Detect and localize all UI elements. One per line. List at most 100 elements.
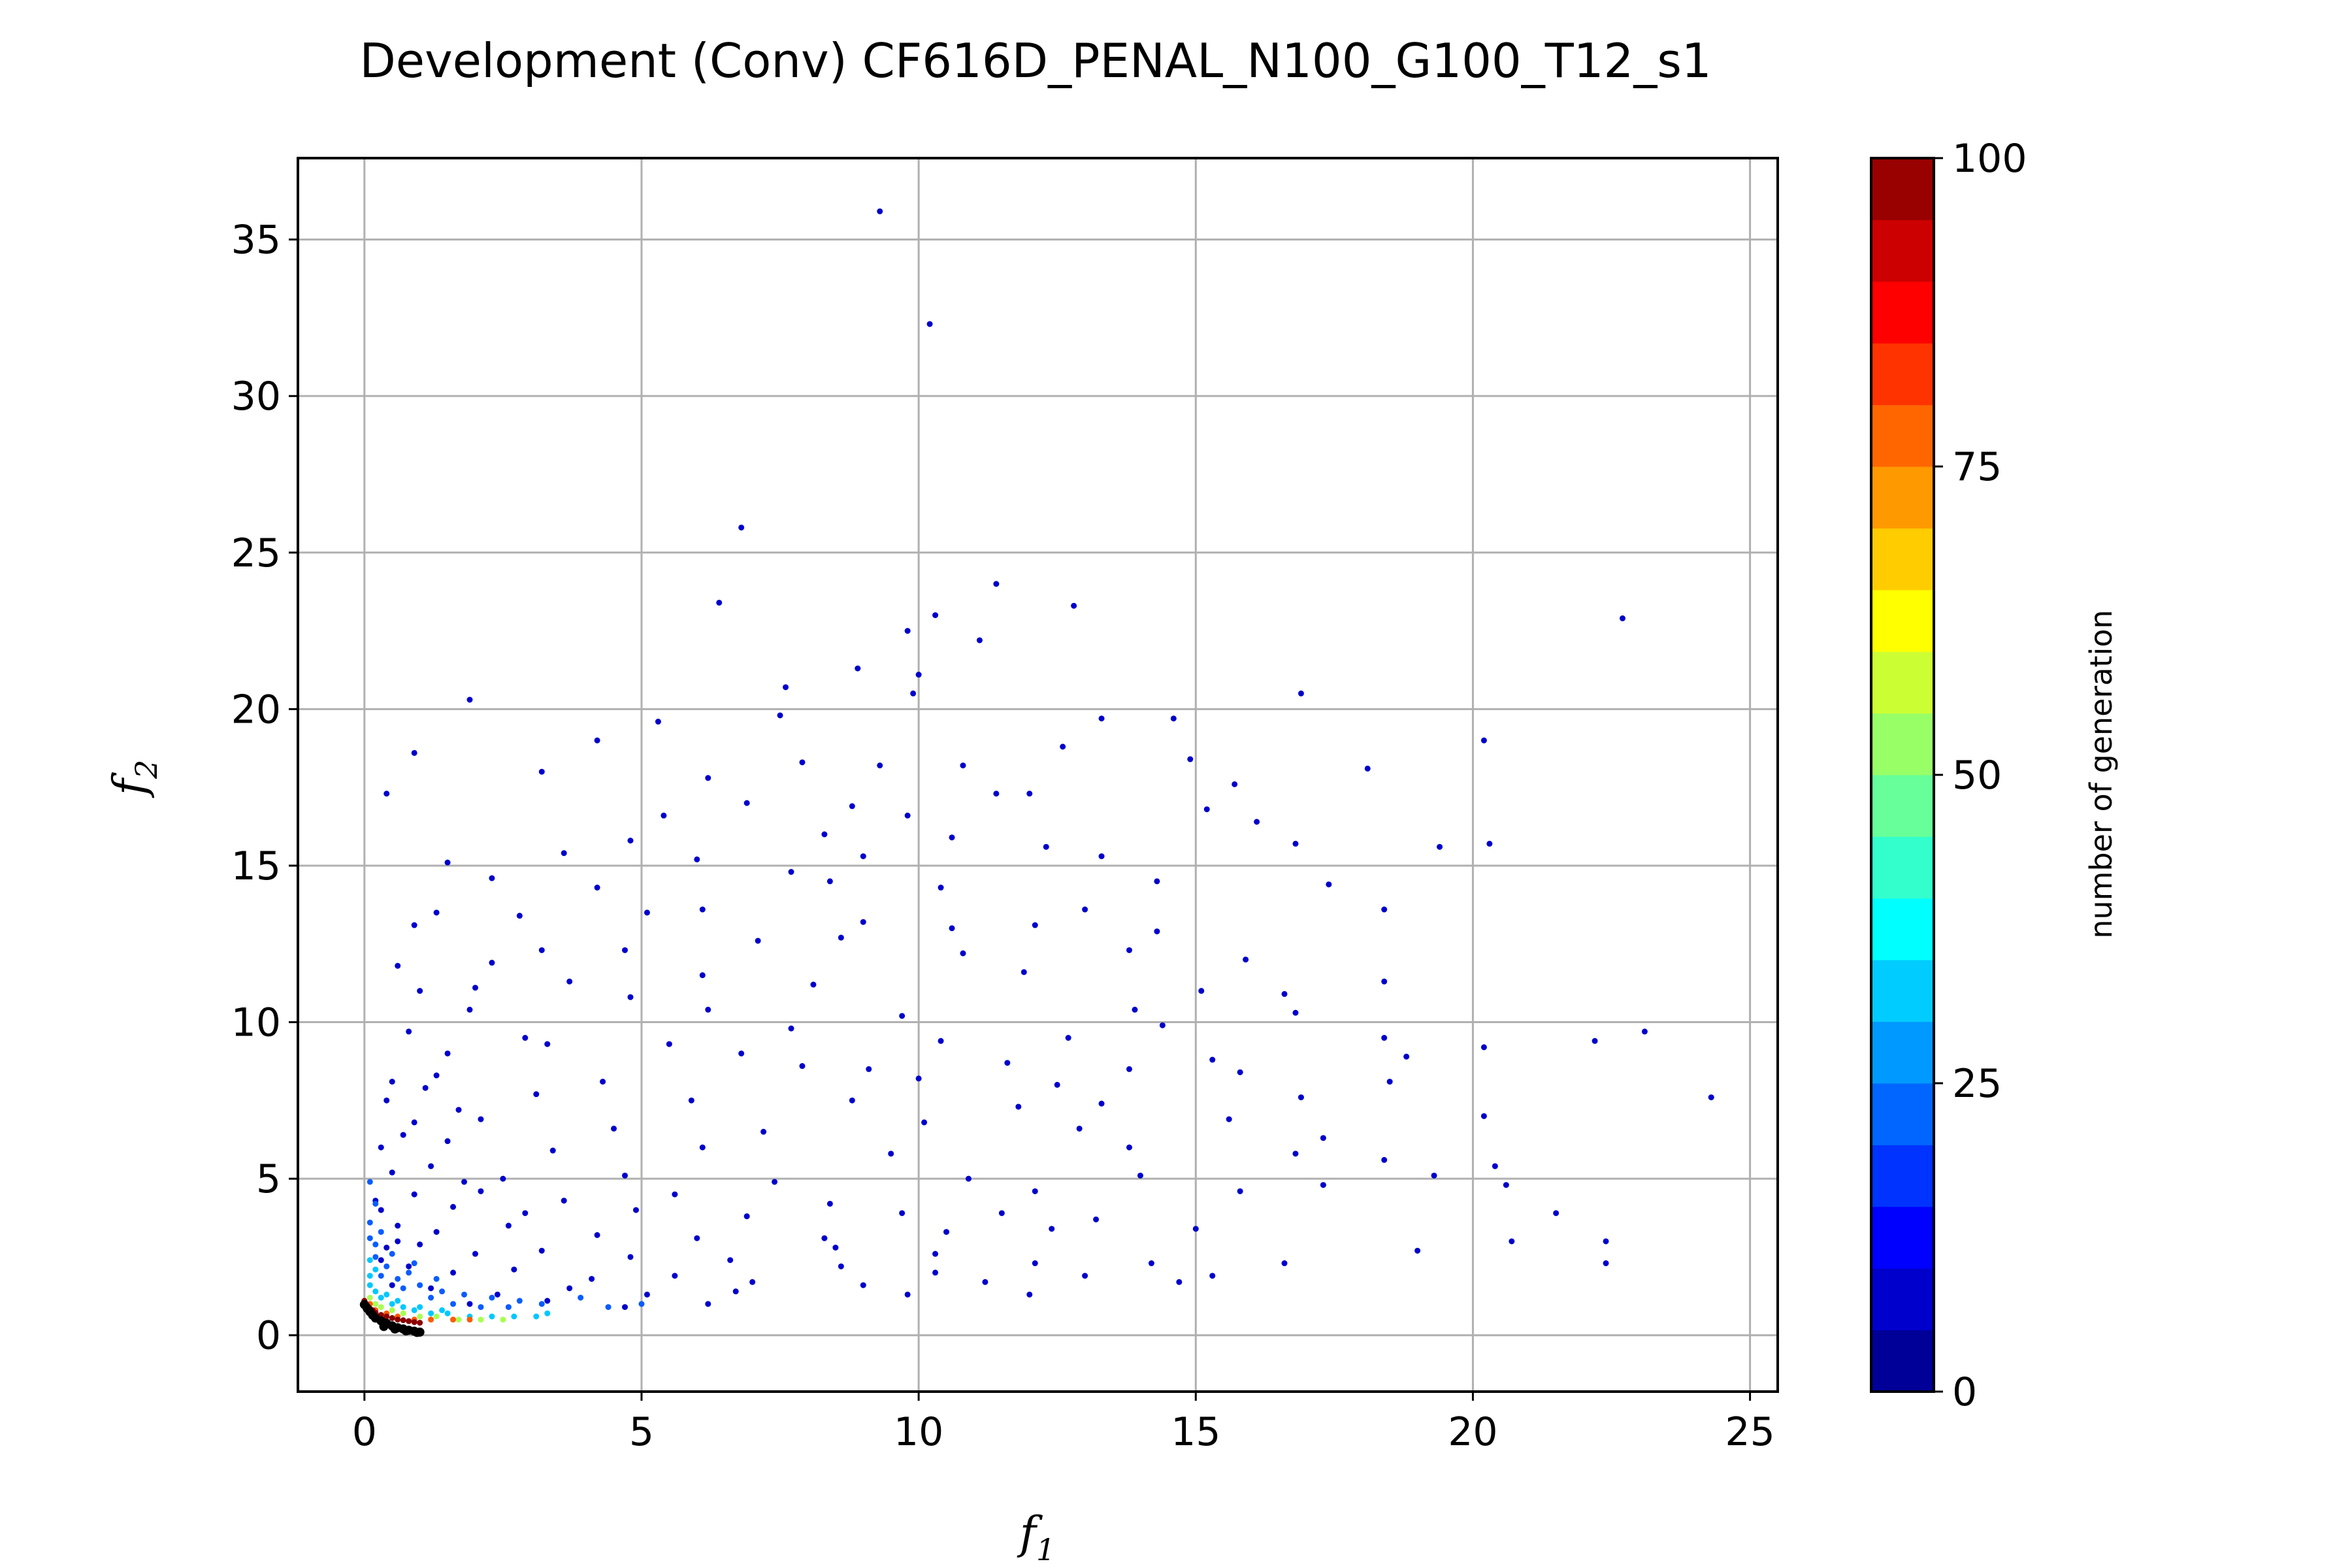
data-point: [389, 1079, 395, 1085]
data-point: [1553, 1210, 1560, 1217]
data-point: [755, 938, 761, 944]
data-point: [561, 850, 567, 857]
data-point: [594, 885, 600, 891]
data-point: [832, 1245, 839, 1251]
data-point: [466, 1301, 473, 1307]
data-point: [1126, 1066, 1132, 1072]
data-point: [406, 1263, 412, 1269]
data-point: [1403, 1053, 1410, 1060]
data-point: [390, 1324, 400, 1334]
data-point: [372, 1301, 379, 1307]
data-point: [1126, 947, 1132, 953]
data-point: [544, 1310, 551, 1316]
data-point: [538, 947, 545, 953]
data-point: [849, 803, 855, 809]
colorbar-segment: [1871, 343, 1934, 406]
data-point: [688, 1097, 694, 1103]
data-point: [472, 1250, 478, 1257]
data-point: [428, 1310, 434, 1316]
data-point: [1154, 928, 1160, 935]
data-point: [384, 1245, 390, 1251]
y-tick-label: 35: [231, 218, 281, 263]
data-point: [1176, 1279, 1183, 1285]
data-point: [1381, 978, 1388, 985]
data-point: [826, 1200, 833, 1207]
data-point: [760, 1128, 767, 1135]
data-point: [450, 1316, 457, 1323]
data-point: [705, 775, 711, 781]
data-point: [1431, 1172, 1437, 1179]
data-point: [433, 1275, 440, 1282]
colorbar-segment: [1871, 220, 1934, 282]
data-point: [478, 1304, 484, 1311]
data-point: [389, 1169, 395, 1176]
data-point: [367, 1273, 373, 1279]
data-point: [899, 1013, 906, 1019]
data-point: [998, 1210, 1005, 1217]
data-point: [1026, 791, 1033, 797]
data-point: [395, 962, 401, 969]
data-point: [788, 869, 794, 875]
colorbar-segment: [1871, 528, 1934, 591]
data-point: [1054, 1081, 1060, 1088]
data-point: [1132, 1006, 1138, 1013]
data-point: [1381, 1035, 1388, 1041]
data-point: [1364, 765, 1371, 772]
data-point: [411, 1307, 417, 1313]
data-point: [1292, 1151, 1299, 1157]
data-point: [849, 1097, 855, 1103]
y-axis-label: f2: [105, 760, 164, 798]
colorbar-segment: [1871, 404, 1934, 467]
data-point: [489, 1294, 495, 1301]
data-point: [395, 1275, 401, 1282]
data-point: [694, 1235, 700, 1241]
data-point: [738, 1050, 745, 1056]
data-point: [1254, 819, 1260, 825]
colorbar-tick-label: 25: [1952, 1061, 2002, 1107]
data-point: [417, 1241, 423, 1248]
colorbar-segment: [1871, 898, 1934, 960]
data-point: [926, 321, 933, 327]
data-point: [378, 1294, 384, 1301]
data-point: [367, 1282, 373, 1288]
data-point: [411, 749, 417, 756]
data-point: [938, 1037, 944, 1044]
data-point: [799, 1063, 806, 1070]
data-point: [561, 1198, 567, 1204]
data-point: [522, 1035, 529, 1041]
data-point: [389, 1301, 395, 1307]
data-point: [1503, 1182, 1509, 1188]
data-point: [1381, 1156, 1388, 1163]
data-point: [511, 1313, 517, 1320]
data-point: [400, 1317, 406, 1324]
data-point: [1082, 1273, 1088, 1279]
data-point: [594, 737, 600, 743]
data-point: [372, 1266, 379, 1273]
data-point: [993, 581, 1000, 587]
colorbar-segment: [1871, 1330, 1934, 1392]
data-point: [1708, 1094, 1714, 1101]
data-point: [450, 1301, 457, 1307]
data-point: [549, 1147, 556, 1154]
y-tick-label: 30: [231, 374, 281, 419]
data-point: [400, 1310, 406, 1316]
data-point: [478, 1188, 484, 1194]
colorbar-segment: [1871, 651, 1934, 714]
data-point: [694, 856, 700, 862]
y-tick-label: 5: [256, 1156, 281, 1202]
colorbar-segment: [1871, 713, 1934, 776]
data-point: [743, 1213, 750, 1220]
data-point: [826, 878, 833, 885]
colorbar: 0 25 50 75 100: [1870, 136, 2027, 1415]
plot-area: [298, 158, 1778, 1392]
data-point: [904, 1291, 911, 1298]
data-point: [538, 768, 545, 775]
data-point: [1137, 1172, 1143, 1179]
data-point: [1237, 1069, 1243, 1075]
data-point: [1292, 840, 1299, 847]
data-point: [367, 1294, 373, 1301]
data-point: [644, 1291, 650, 1298]
data-point: [500, 1175, 506, 1182]
data-point: [466, 1006, 473, 1013]
data-point: [400, 1132, 406, 1138]
